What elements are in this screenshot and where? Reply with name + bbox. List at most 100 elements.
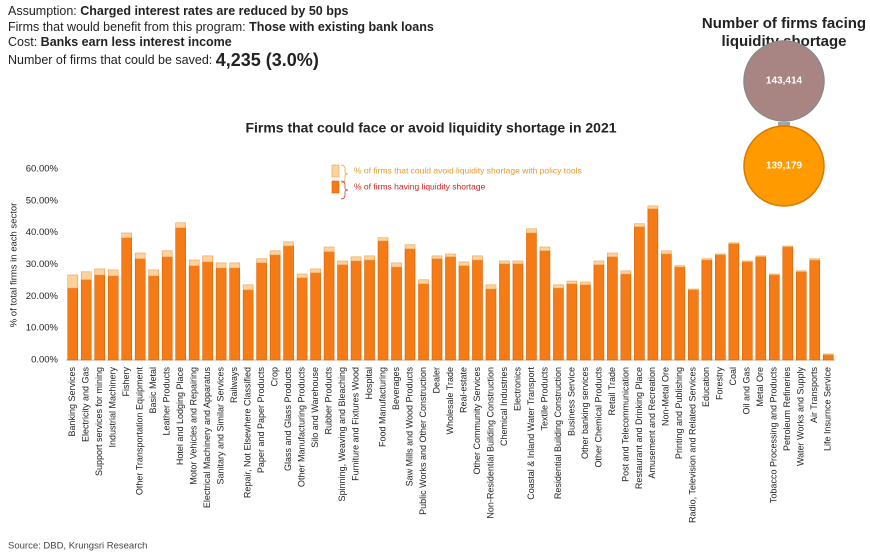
bar-segment (175, 227, 186, 361)
bar-segment (526, 232, 537, 361)
bar-segment (742, 261, 753, 361)
after-value: 139,179 (766, 161, 803, 172)
bar-segment (202, 261, 213, 361)
bar-segment (377, 237, 389, 242)
bar-segment (539, 250, 551, 361)
bar-segment (80, 279, 92, 361)
x-tick-label: Coastal & Inland Water Transport (526, 367, 536, 500)
bar-segment (472, 255, 483, 261)
x-tick-label: Air Transports (809, 367, 819, 424)
y-tick-label: 50.00% (26, 195, 59, 206)
value: 4,235 (3.0%) (216, 50, 319, 70)
bar-segment (580, 284, 591, 361)
bar-segment (134, 258, 146, 361)
label: Assumption: (8, 4, 77, 18)
bar-segment (431, 255, 443, 260)
bar-segment (728, 242, 740, 245)
bar-segment (728, 243, 740, 361)
x-tick-label: Oil and Gas (742, 367, 752, 415)
bar-segment (121, 237, 133, 361)
plot: 0.00% 10.00% 20.00% 30.00% 40.00% 50.00% 60.00… (26, 164, 835, 523)
bar-segment (107, 269, 119, 277)
bar-segment (161, 250, 173, 258)
bar-segment (107, 275, 119, 361)
x-tick-label: Education (701, 367, 711, 407)
x-tick-label: Other Transportation Equipment (135, 367, 145, 496)
before-value: 143,414 (766, 76, 803, 87)
bar-segment (377, 240, 389, 361)
bar-segment (566, 280, 578, 285)
assumption-line: Assumption: Charged interest rates are r… (8, 4, 348, 18)
after-circle (743, 125, 825, 207)
x-tick-label: Restaurant and Drinking Place (634, 367, 644, 489)
x-tick-label: Amusement and Recreation (647, 367, 657, 479)
bar-segment (620, 270, 632, 275)
x-tick-label: Electronics (512, 367, 522, 412)
x-tick-label: Rubber Products (323, 367, 333, 435)
y-tick-label: 60.00% (26, 164, 59, 175)
x-tick-label: Other Manufacturing Products (296, 367, 306, 488)
bar-segment (458, 261, 470, 267)
value: Banks earn less interest income (41, 35, 232, 49)
bar-segment (782, 246, 794, 361)
x-tick-label: Banking Services (67, 367, 77, 437)
bar-segment (458, 265, 470, 361)
bar-segment (485, 284, 497, 290)
bar-segment (607, 252, 618, 258)
x-tick-label: Textile Products (539, 367, 549, 431)
bar-segment (512, 263, 524, 361)
bar-segment (634, 226, 645, 361)
bar-segment (364, 255, 375, 261)
bar-segment (647, 208, 659, 361)
bar-segment (768, 273, 780, 276)
y-tick-label: 0.00% (31, 355, 58, 366)
x-tick-label: Saw Mills and Wood Products (404, 367, 414, 487)
bar-segment (795, 271, 807, 361)
x-tick-label: Repair, Not Elsewhere Classified (243, 367, 253, 498)
bar-segment (337, 264, 348, 361)
y-axis-title: % of total firms in each sector (9, 203, 20, 328)
bar-segment (404, 244, 416, 250)
x-tick-label: Printing and Publishing (674, 367, 684, 459)
saved-line: Number of firms that could be saved: 4,2… (8, 50, 319, 70)
bar-segment (553, 287, 564, 361)
x-tick-label: Hospital (364, 367, 374, 400)
bar-segment (215, 262, 227, 269)
x-tick-label: Glass and Glass Products (283, 367, 293, 472)
bar-segment (755, 256, 767, 361)
legend-swatch (331, 180, 340, 194)
bar-segment (323, 251, 335, 361)
x-tick-label: Life Insurnce Service (823, 367, 833, 451)
bar-segment (391, 262, 402, 268)
x-tick-label: Electrical Machinery and Apparatus (202, 367, 212, 509)
bar-segment (485, 288, 497, 361)
bar-segment (566, 283, 578, 361)
x-tick-label: Hotel and Lodging Place (175, 367, 185, 465)
bar-segment (161, 256, 173, 361)
label: Number of firms that could be saved: (8, 53, 212, 67)
bar-segment (445, 253, 456, 258)
bar-segment (607, 256, 618, 361)
x-tick-label: Residential Building Construction (553, 367, 563, 499)
y-tick-label: 30.00% (26, 259, 59, 270)
x-tick-label: Food Manufacturing (377, 367, 387, 447)
bar-segment (350, 260, 362, 361)
x-tick-label: Silo and Warehouse (310, 367, 320, 448)
bar-segment (526, 228, 537, 234)
bar-segment (472, 259, 483, 361)
bar-segment (553, 284, 564, 289)
x-tick-label: Post and Telecommunication (620, 367, 630, 482)
x-tick-label: Other Community Services (472, 367, 482, 475)
bar-segment (674, 265, 686, 268)
bar-segment (539, 246, 551, 252)
bar-segment (310, 268, 321, 274)
x-tick-label: Other banking services (580, 367, 590, 460)
x-tick-label: Fishery (121, 367, 131, 397)
bar-segment (499, 263, 510, 361)
bar-segment (242, 289, 254, 361)
bar-segment (242, 284, 254, 291)
bar-segment (94, 274, 106, 361)
bar-segment (269, 250, 281, 256)
bar-segment (701, 259, 713, 361)
bar-segment (310, 272, 321, 361)
